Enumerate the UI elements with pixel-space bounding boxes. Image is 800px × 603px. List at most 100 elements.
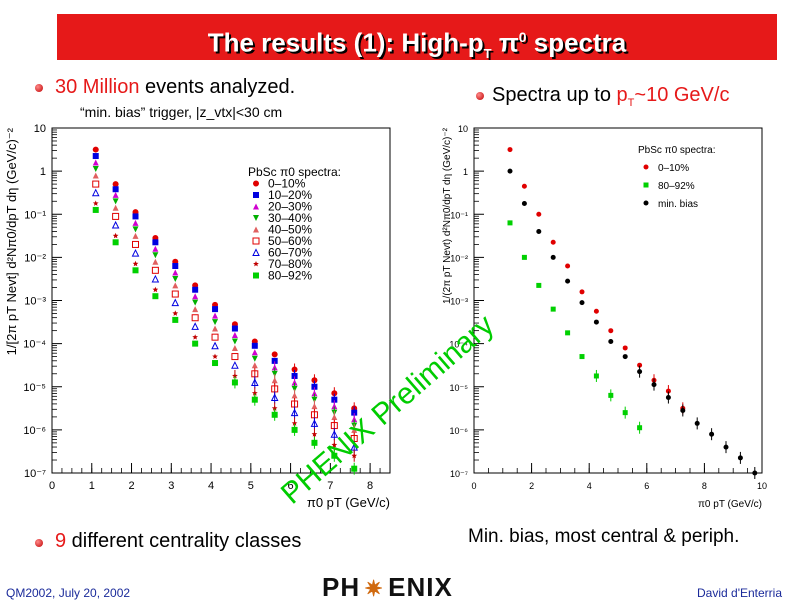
data-point	[507, 147, 513, 153]
data-point	[752, 470, 758, 476]
data-point	[331, 403, 338, 410]
data-point	[92, 206, 99, 213]
data-point	[231, 325, 238, 332]
data-point	[521, 200, 527, 206]
data-point	[172, 282, 179, 289]
data-point	[112, 239, 119, 246]
data-point	[291, 379, 298, 386]
x-tick-label: 4	[208, 480, 214, 492]
data-point	[211, 333, 219, 341]
data-point	[311, 377, 318, 384]
data-point	[351, 426, 358, 433]
bullet-icon	[35, 84, 43, 92]
data-point	[291, 366, 298, 373]
x-tick-label: 6	[288, 480, 294, 492]
x-tick-label: 7	[327, 480, 333, 492]
x-tick-label: 1	[89, 480, 95, 492]
phenix-logo: PH ✷ ENIX	[322, 572, 453, 602]
data-point	[172, 275, 179, 282]
data-point	[331, 390, 338, 397]
data-point	[132, 267, 139, 274]
y-tick-label: 10⁻⁵	[450, 383, 469, 393]
y-tick-label: 10⁻³	[24, 296, 46, 308]
data-point	[192, 286, 199, 293]
data-point	[132, 213, 139, 220]
data-point	[112, 198, 119, 205]
data-point	[231, 379, 238, 386]
x-tick-label: 3	[168, 480, 174, 492]
centrality-spectra-chart: 10 1 10⁻¹ 10⁻² 10⁻³ 10⁻⁴ 10⁻⁵ 10⁻⁶ 10⁻⁷0 1 2 3 4 5 6 7 8…	[4, 123, 391, 510]
data-point	[311, 396, 318, 403]
legend-title: PbSc π0 spectra:	[248, 165, 341, 179]
data-point	[271, 370, 278, 377]
data-point	[232, 373, 238, 379]
data-point	[550, 306, 556, 312]
data-point	[192, 334, 198, 340]
x-tick-label: 2	[128, 480, 134, 492]
data-point	[151, 274, 160, 283]
data-point	[172, 316, 179, 323]
data-point	[172, 310, 179, 316]
data-point	[132, 226, 139, 233]
data-point	[550, 254, 556, 260]
y-tick-label: 10	[458, 124, 468, 134]
data-point	[271, 351, 278, 358]
data-point	[331, 413, 338, 420]
legend-marker	[253, 192, 259, 198]
data-point	[250, 378, 259, 386]
events-highlight: 30 Million	[55, 76, 140, 98]
data-point	[565, 278, 571, 284]
data-point	[191, 314, 199, 322]
data-point	[271, 364, 278, 371]
minbias-spectra-chart: 10 1 10⁻¹ 10⁻² 10⁻³ 10⁻⁴ 10⁻⁵ 10⁻⁶ 10⁻⁷0 2 4 6 8 10 π0…	[442, 124, 767, 510]
data-point	[92, 200, 99, 206]
data-point	[593, 319, 599, 325]
data-point	[192, 340, 199, 347]
data-point	[132, 232, 139, 239]
spectra-bullet: Spectra up to pT~10 GeV/c	[492, 84, 730, 109]
data-point	[723, 444, 729, 450]
data-point	[132, 219, 139, 226]
data-point	[231, 338, 238, 345]
x-axis-label: π0 pT (GeV/c)	[698, 499, 762, 510]
trigger-note: “min. bias” trigger, |z_vtx|<30 cm	[80, 104, 283, 120]
data-point	[191, 322, 199, 330]
data-point	[651, 382, 657, 388]
y-tick-label: 10⁻⁶	[23, 425, 46, 437]
y-tick-label: 10⁻²	[450, 253, 468, 263]
data-point	[608, 338, 614, 344]
y-tick-label: 1	[40, 166, 46, 178]
data-point	[694, 420, 700, 426]
data-point	[536, 229, 542, 234]
phenix-star-icon: ✷	[364, 576, 384, 601]
legend-marker	[253, 261, 259, 267]
data-point	[665, 388, 671, 394]
x-tick-label: 4	[587, 481, 592, 491]
legend-marker	[643, 164, 649, 170]
data-point	[665, 395, 671, 401]
data-point	[231, 361, 239, 369]
x-axis-label: π0 pT (GeV/c)	[307, 495, 390, 510]
data-point	[251, 390, 258, 396]
events-bullet: 30 Million events analyzed.	[55, 76, 296, 98]
data-point	[132, 260, 139, 267]
data-point	[579, 289, 585, 295]
data-point	[291, 426, 298, 433]
legend-marker	[252, 237, 260, 245]
data-point	[521, 254, 527, 260]
data-point	[112, 186, 119, 193]
data-point	[251, 349, 258, 356]
data-point	[290, 408, 299, 417]
data-point	[536, 282, 542, 288]
y-tick-label: 10⁻⁷	[450, 469, 468, 479]
data-point	[251, 362, 258, 369]
data-point	[331, 442, 338, 448]
y-tick-label: 10⁻¹	[450, 210, 468, 220]
minbias-caption: Min. bias, most central & periph.	[468, 526, 740, 547]
footer-left: QM2002, July 20, 2002	[6, 586, 131, 600]
bullet-icon	[476, 92, 484, 100]
legend-label: 60–70%	[268, 246, 312, 260]
data-point	[132, 240, 140, 248]
data-point	[131, 248, 140, 257]
x-tick-label: 0	[471, 481, 476, 491]
